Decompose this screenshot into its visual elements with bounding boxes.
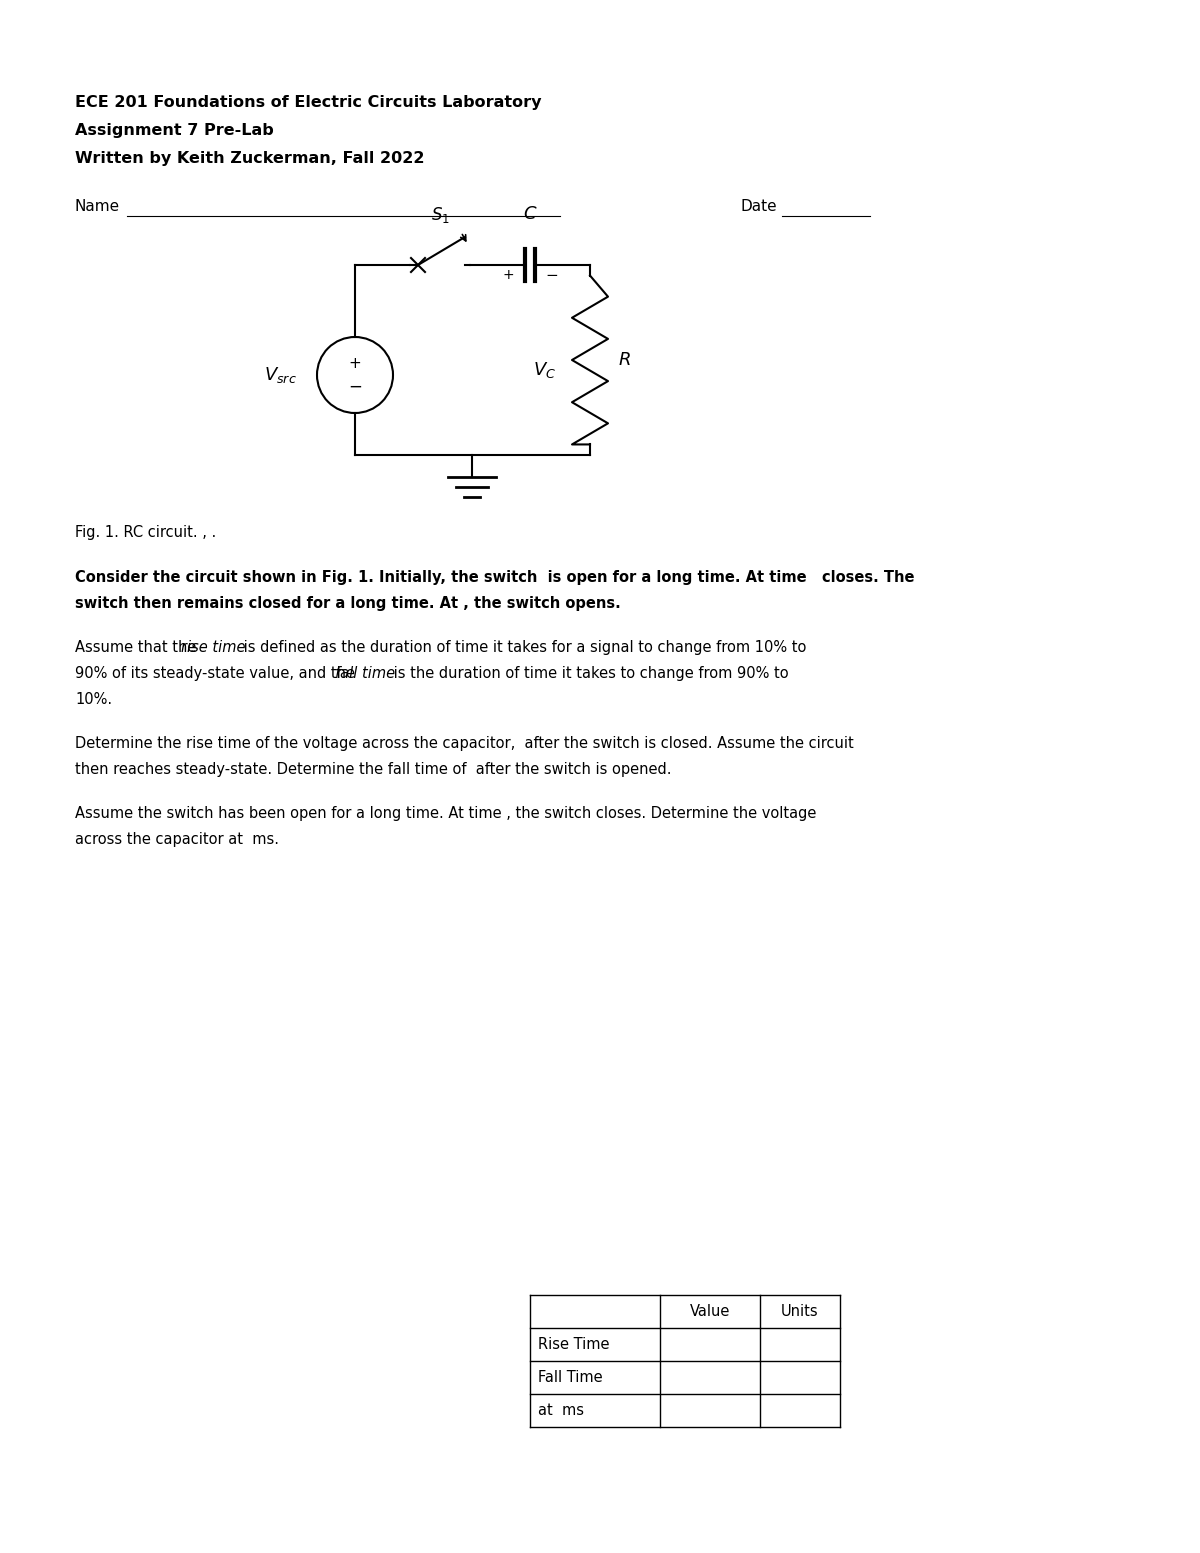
Text: Fig. 1. RC circuit. , .: Fig. 1. RC circuit. , .: [74, 525, 216, 540]
Text: across the capacitor at  ms.: across the capacitor at ms.: [74, 832, 278, 846]
Text: Value: Value: [690, 1305, 730, 1318]
Text: Date: Date: [740, 199, 776, 214]
Text: +: +: [349, 356, 361, 371]
Text: $V_C$: $V_C$: [534, 360, 557, 380]
Text: Assume that the: Assume that the: [74, 640, 202, 655]
Text: Units: Units: [781, 1305, 818, 1318]
Text: is defined as the duration of time it takes for a signal to change from 10% to: is defined as the duration of time it ta…: [239, 640, 806, 655]
Text: at  ms: at ms: [538, 1402, 584, 1418]
Text: −: −: [348, 377, 362, 396]
Text: +: +: [502, 269, 514, 283]
Text: Assume the switch has been open for a long time. At time , the switch closes. De: Assume the switch has been open for a lo…: [74, 806, 816, 822]
Text: $R$: $R$: [618, 351, 631, 370]
Text: Rise Time: Rise Time: [538, 1337, 610, 1353]
Text: rise time: rise time: [181, 640, 246, 655]
Text: Fall Time: Fall Time: [538, 1370, 602, 1385]
Text: Assignment 7 Pre-Lab: Assignment 7 Pre-Lab: [74, 123, 274, 138]
Text: $C$: $C$: [523, 205, 538, 224]
Text: is the duration of time it takes to change from 90% to: is the duration of time it takes to chan…: [389, 666, 788, 682]
Text: $S_1$: $S_1$: [431, 205, 450, 225]
Text: Determine the rise time of the voltage across the capacitor,  after the switch i: Determine the rise time of the voltage a…: [74, 736, 853, 752]
Text: Consider the circuit shown in Fig. 1. Initially, the switch  is open for a long : Consider the circuit shown in Fig. 1. In…: [74, 570, 914, 585]
Text: 90% of its steady-state value, and the: 90% of its steady-state value, and the: [74, 666, 360, 682]
Text: ECE 201 Foundations of Electric Circuits Laboratory: ECE 201 Foundations of Electric Circuits…: [74, 95, 541, 110]
Text: Name: Name: [74, 199, 120, 214]
Text: Written by Keith Zuckerman, Fall 2022: Written by Keith Zuckerman, Fall 2022: [74, 151, 425, 166]
Text: 10%.: 10%.: [74, 693, 112, 707]
Text: $V_{src}$: $V_{src}$: [264, 365, 296, 385]
Text: switch then remains closed for a long time. At , the switch opens.: switch then remains closed for a long ti…: [74, 596, 620, 610]
Text: then reaches steady-state. Determine the fall time of  after the switch is opene: then reaches steady-state. Determine the…: [74, 763, 672, 776]
Text: fall time: fall time: [335, 666, 395, 682]
Text: −: −: [546, 267, 558, 283]
